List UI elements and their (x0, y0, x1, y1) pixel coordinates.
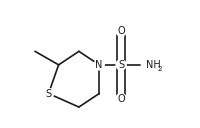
Circle shape (43, 88, 54, 99)
Circle shape (116, 26, 126, 36)
Text: O: O (117, 26, 125, 36)
Text: S: S (118, 60, 124, 70)
Text: O: O (117, 94, 125, 104)
Circle shape (141, 60, 151, 70)
Circle shape (116, 94, 126, 104)
Text: S: S (45, 89, 52, 99)
Text: 2: 2 (157, 66, 162, 72)
Circle shape (116, 60, 126, 70)
Text: N: N (95, 60, 103, 70)
Text: NH: NH (146, 60, 161, 70)
Circle shape (94, 60, 104, 70)
